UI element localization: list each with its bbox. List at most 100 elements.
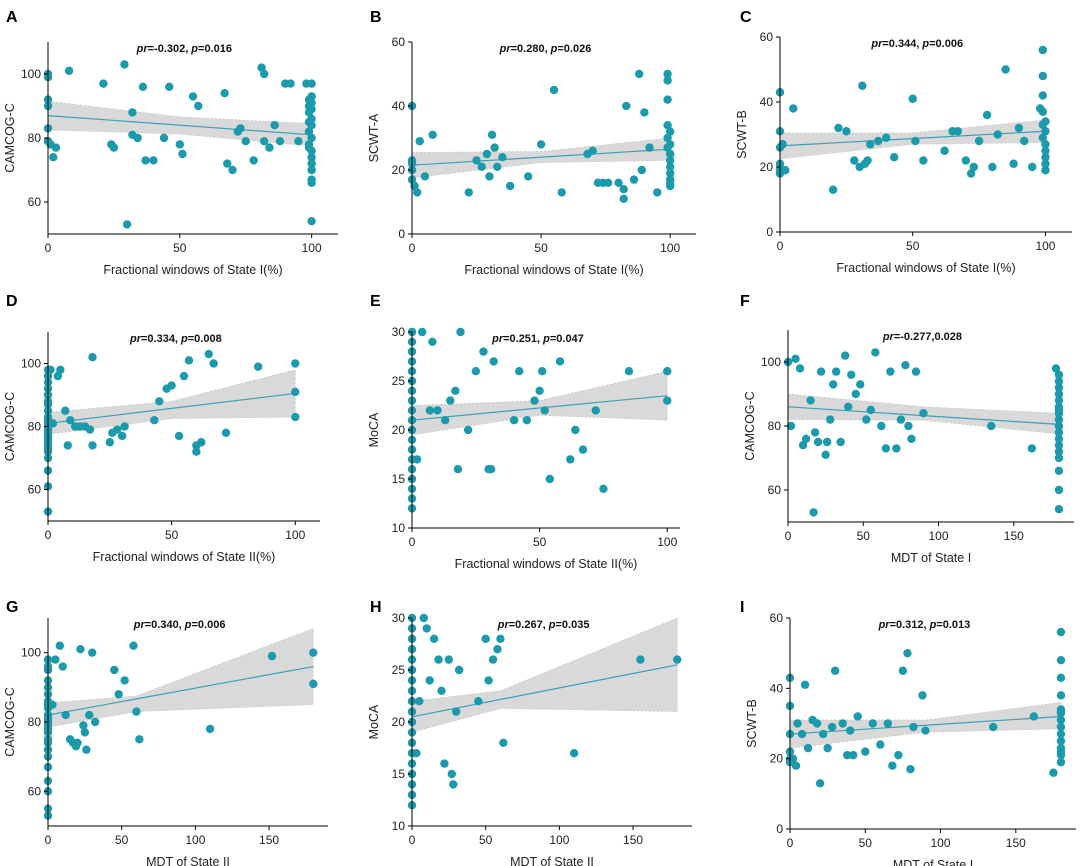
data-point [987, 421, 996, 431]
data-point [174, 431, 184, 441]
data-point [90, 717, 100, 727]
data-point [150, 416, 159, 425]
data-point [1054, 370, 1064, 379]
data-point [167, 381, 176, 390]
data-point [624, 367, 634, 376]
data-point [827, 722, 837, 732]
data-point [1027, 162, 1037, 172]
y-tick-label: 10 [392, 521, 406, 535]
data-point [856, 380, 865, 389]
y-tick-label: 60 [770, 611, 784, 625]
data-point [876, 740, 885, 749]
data-point [1041, 127, 1050, 136]
y-tick-label: 40 [770, 681, 784, 695]
data-point [636, 655, 645, 664]
data-point [464, 188, 473, 197]
data-point [64, 66, 74, 76]
data-point [663, 396, 672, 405]
data-point [85, 710, 94, 720]
data-point [1041, 146, 1050, 155]
data-point [1056, 656, 1066, 665]
data-point [803, 743, 813, 753]
data-point [1041, 140, 1050, 149]
panel-label: F [740, 293, 750, 310]
x-tick-label: 100 [185, 833, 205, 847]
data-point [823, 743, 832, 753]
data-point [549, 85, 559, 95]
data-point [665, 156, 675, 165]
stat-annotation: pr=-0.277,0.028 [882, 331, 962, 343]
data-point [665, 169, 675, 178]
regression-line [789, 715, 1061, 735]
data-point [307, 159, 316, 168]
data-point [812, 719, 822, 728]
data-point [988, 162, 997, 172]
data-point [1020, 136, 1029, 146]
data-point [901, 361, 910, 370]
data-point [578, 445, 588, 454]
x-axis-label: Fractional windows of State II(%) [455, 557, 638, 571]
data-point [523, 172, 533, 181]
data-point [793, 719, 802, 728]
data-point [974, 136, 984, 146]
data-point [1054, 441, 1064, 450]
data-point [471, 367, 481, 376]
data-point [412, 455, 422, 464]
data-point [851, 389, 860, 399]
y-tick-label: 30 [392, 611, 406, 625]
data-point [815, 779, 825, 788]
panel-label: H [370, 599, 382, 616]
data-point [665, 140, 675, 149]
y-tick-label: 40 [760, 95, 774, 109]
regression-line [47, 392, 296, 424]
data-point [535, 386, 544, 395]
data-point [122, 220, 132, 229]
data-point [440, 416, 450, 425]
data-point [241, 137, 250, 146]
data-point [889, 153, 899, 162]
data-point [1038, 107, 1048, 116]
data-point [663, 367, 672, 376]
data-point [969, 162, 978, 172]
data-point [1056, 722, 1066, 732]
data-point [841, 351, 850, 360]
y-tick-label: 60 [768, 483, 782, 497]
data-point [801, 434, 811, 443]
data-point [420, 172, 430, 181]
data-point [51, 143, 61, 152]
stat-annotation: pr=0.267, p=0.035 [497, 619, 590, 631]
data-point [496, 634, 505, 643]
data-point [888, 761, 897, 770]
data-point [653, 188, 662, 197]
data-point [437, 686, 446, 695]
panel-E: E 0 50 100 10 15 20 25 30 Fractional windows of S… [367, 293, 680, 571]
data-point [294, 137, 303, 146]
data-point [259, 137, 269, 146]
data-point [307, 79, 316, 88]
y-tick-label: 15 [392, 767, 406, 781]
data-point [109, 143, 119, 152]
data-point [412, 188, 422, 197]
data-point [645, 143, 654, 152]
y-tick-label: 10 [392, 819, 406, 833]
data-point [806, 396, 815, 405]
data-point [599, 484, 608, 493]
data-point [444, 655, 454, 664]
data-point [843, 750, 852, 760]
data-point [223, 159, 232, 168]
data-point [838, 719, 847, 728]
data-point [989, 722, 998, 732]
data-point [788, 754, 798, 763]
data-point [1041, 159, 1050, 168]
data-point [842, 127, 851, 136]
data-point [1054, 434, 1064, 443]
data-point [307, 217, 316, 226]
data-point [904, 421, 913, 431]
data-point [428, 337, 437, 346]
data-point [1038, 45, 1048, 55]
data-point [849, 750, 858, 760]
y-tick-label: 25 [392, 374, 406, 388]
data-point [537, 367, 547, 376]
data-point [825, 415, 835, 424]
data-point [1027, 444, 1037, 453]
